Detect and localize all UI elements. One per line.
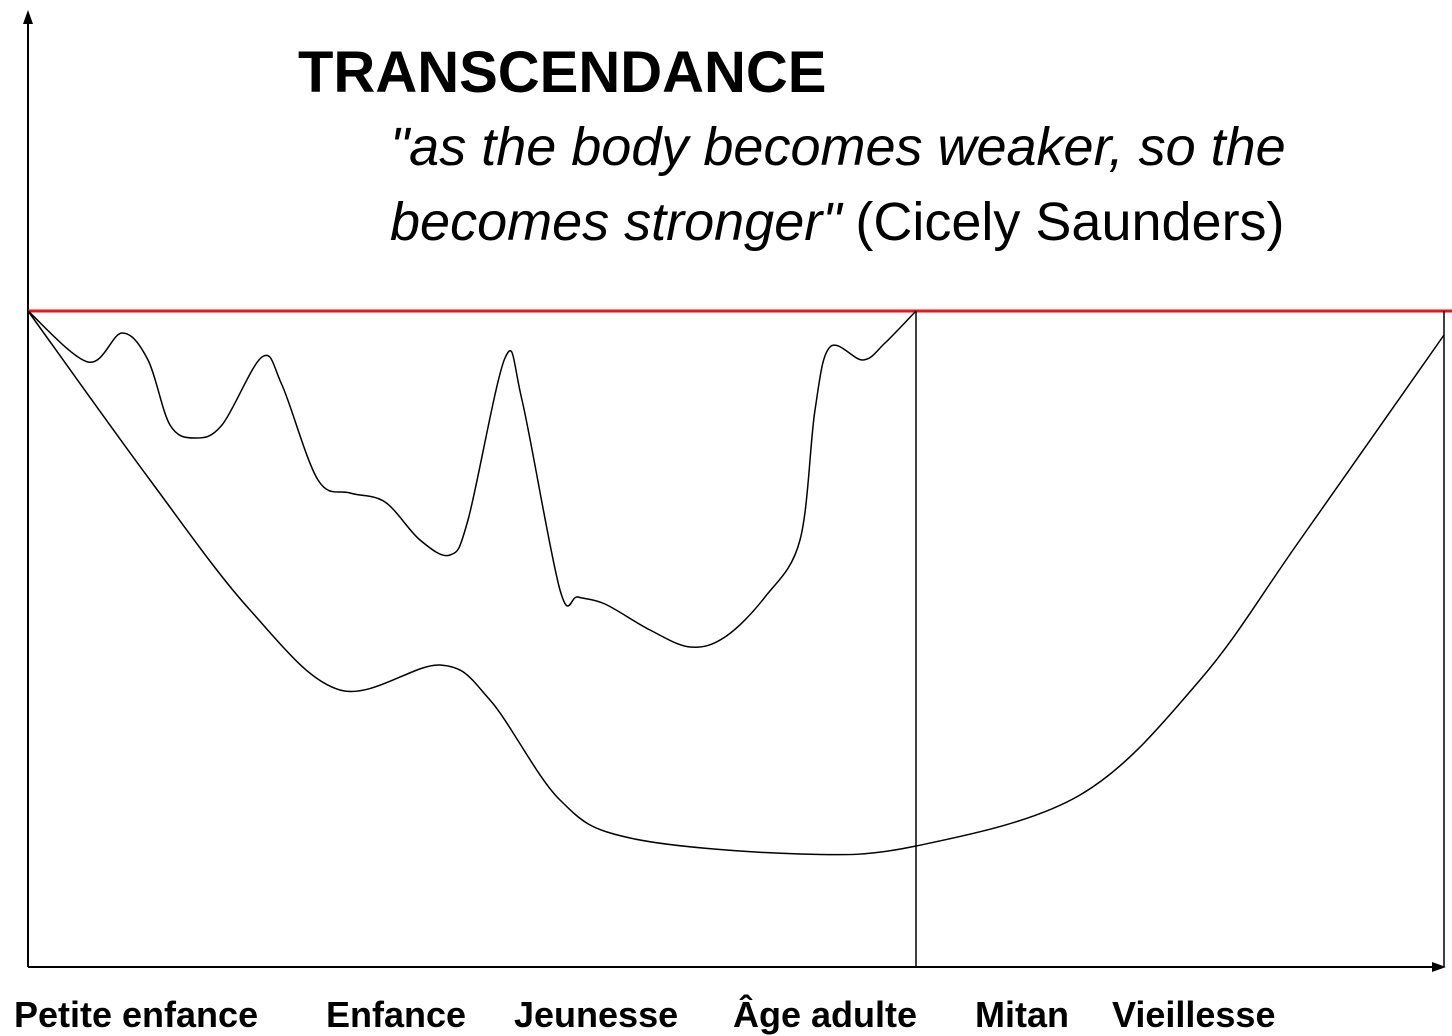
stage-label: Jeunesse [514,994,678,1035]
y-axis-arrow [23,10,33,24]
quote-author: (Cicely Saunders) [855,192,1284,252]
stage-label: Mitan [975,994,1069,1035]
x-axis-arrow [1432,962,1446,972]
stage-label: Âge adulte [733,993,917,1035]
quote-text: becomes stronger" [390,192,844,252]
quote-line: becomes stronger" (Cicely Saunders) [390,192,1285,252]
title: TRANSCENDANCE [298,40,826,105]
upper-curve [27,310,917,648]
stage-label: Enfance [326,994,466,1035]
lower-curve [27,310,1445,856]
stage-label: Petite enfance [14,994,258,1035]
stage-label: Vieillesse [1112,994,1275,1035]
quote-line: "as the body becomes weaker, so the [390,117,1286,177]
